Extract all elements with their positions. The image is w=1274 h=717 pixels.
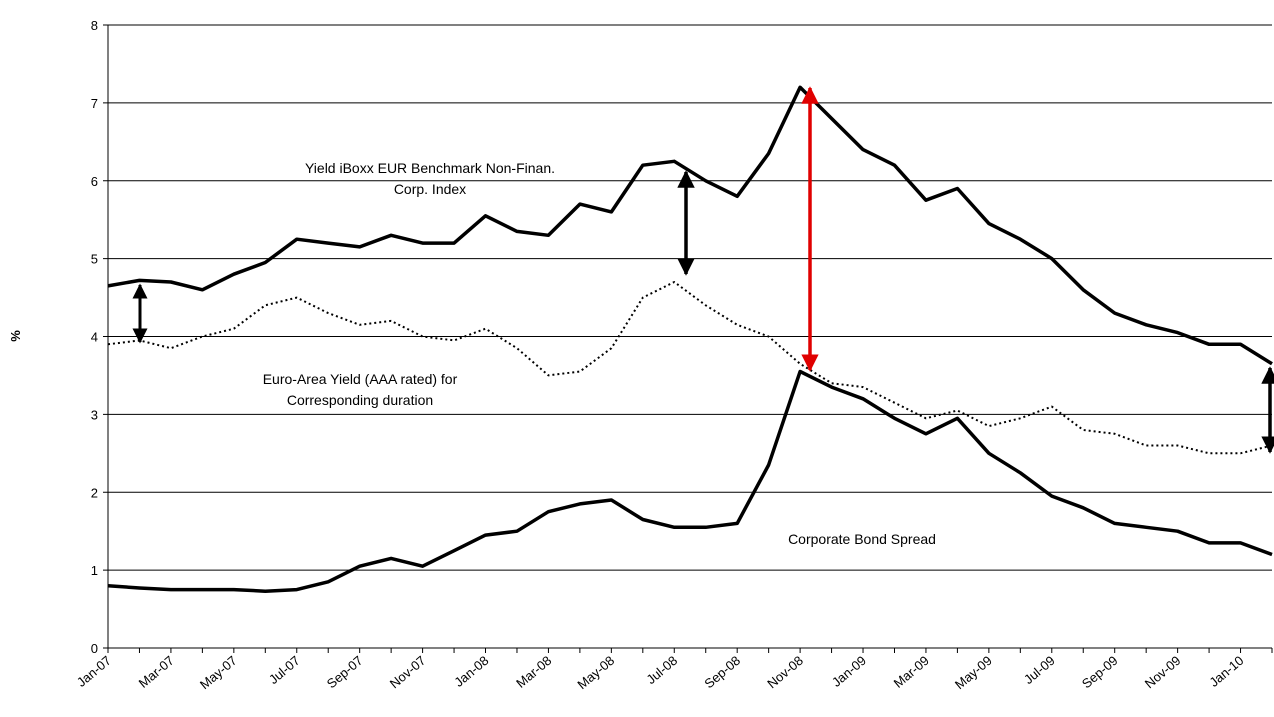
x-tick-label: Sep-07: [324, 653, 366, 691]
x-tick-label: Nov-08: [764, 653, 806, 691]
annotation: Yield iBoxx EUR Benchmark Non-Finan.: [305, 160, 555, 176]
annotation: Corp. Index: [394, 181, 466, 197]
y-tick-label: 3: [91, 407, 98, 422]
x-tick-label: Jan-07: [74, 653, 114, 690]
y-tick-label: 8: [91, 18, 98, 33]
x-tick-label: Jan-10: [1206, 653, 1246, 690]
y-tick-label: 7: [91, 96, 98, 111]
x-tick-label: Mar-09: [891, 653, 932, 691]
x-tick-label: Jan-08: [451, 653, 491, 690]
x-tick-label: Sep-08: [701, 653, 743, 691]
series-line: [107, 369, 1273, 593]
x-tick-label: Mar-08: [513, 653, 554, 691]
x-tick-label: Nov-09: [1142, 653, 1184, 691]
x-tick-label: Sep-09: [1079, 653, 1121, 691]
y-axis-label: %: [8, 330, 23, 342]
series-line: [107, 281, 1273, 455]
x-tick-label: Jan-09: [829, 653, 869, 690]
annotation: Corporate Bond Spread: [788, 531, 936, 547]
x-tick-label: Nov-07: [387, 653, 429, 691]
y-tick-label: 0: [91, 641, 98, 656]
x-tick-label: Jul-08: [643, 653, 680, 687]
x-tick-label: May-09: [952, 653, 995, 692]
y-tick-label: 5: [91, 252, 98, 267]
x-tick-label: Jul-07: [266, 653, 303, 687]
annotation: Corresponding duration: [287, 392, 433, 408]
x-tick-label: Jul-09: [1021, 653, 1058, 687]
y-tick-label: 4: [91, 330, 98, 345]
series-line: [107, 85, 1273, 366]
y-tick-label: 6: [91, 174, 98, 189]
x-tick-label: Mar-07: [136, 653, 177, 691]
y-tick-label: 2: [91, 485, 98, 500]
y-tick-label: 1: [91, 563, 98, 578]
x-tick-label: May-07: [197, 653, 240, 692]
x-tick-label: May-08: [574, 653, 617, 692]
annotation: Euro-Area Yield (AAA rated) for: [263, 371, 458, 387]
